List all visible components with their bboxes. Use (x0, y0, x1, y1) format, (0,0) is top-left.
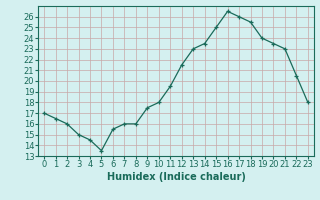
X-axis label: Humidex (Indice chaleur): Humidex (Indice chaleur) (107, 172, 245, 182)
